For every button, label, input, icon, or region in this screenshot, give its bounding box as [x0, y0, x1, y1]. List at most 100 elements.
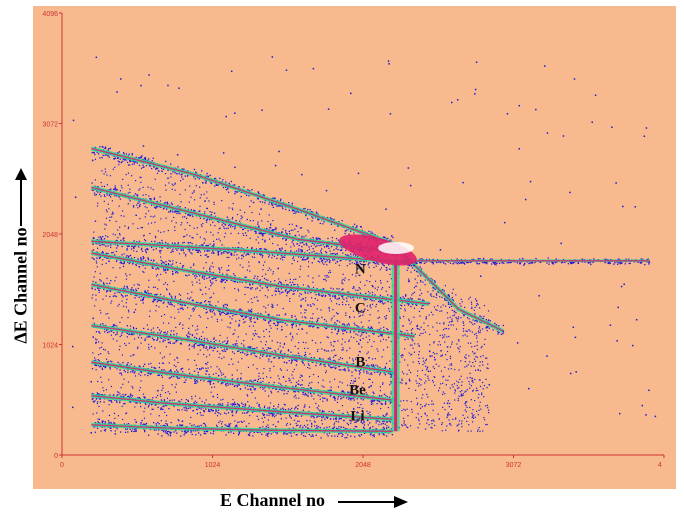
data-point: [276, 341, 279, 344]
data-point: [432, 409, 434, 411]
data-point: [282, 228, 284, 230]
data-point: [440, 306, 442, 308]
data-point: [390, 416, 392, 418]
data-point: [420, 326, 422, 328]
data-point: [268, 414, 270, 417]
y-tick-label: 4096: [42, 11, 58, 18]
data-point: [174, 229, 176, 232]
data-point: [223, 226, 225, 228]
band-point: [107, 361, 109, 363]
data-point: [318, 275, 320, 277]
data-point: [145, 165, 148, 167]
band-point: [143, 396, 145, 398]
data-point: [133, 206, 135, 208]
band-point: [209, 346, 211, 348]
outlier-point: [619, 412, 621, 415]
band-point: [246, 351, 248, 353]
outlier-point: [427, 419, 429, 421]
band-point: [189, 372, 191, 374]
data-point: [162, 385, 164, 387]
band-point: [147, 406, 150, 408]
data-point: [466, 389, 468, 391]
data-point: [189, 235, 191, 237]
band-point: [327, 358, 329, 360]
data-point: [99, 332, 101, 334]
outlier-point: [456, 99, 459, 101]
data-point: [269, 320, 271, 322]
data-point: [286, 295, 288, 297]
data-point: [309, 420, 311, 422]
data-point: [401, 353, 403, 356]
data-point: [299, 293, 301, 295]
data-point: [162, 362, 165, 364]
data-point: [475, 387, 478, 389]
data-point: [233, 401, 236, 403]
outlier-point: [575, 371, 577, 373]
data-point: [344, 277, 346, 279]
data-point: [332, 396, 334, 398]
data-point: [150, 413, 152, 415]
data-point: [309, 367, 311, 369]
outlier-point: [387, 60, 390, 62]
data-point: [140, 342, 142, 344]
data-point: [221, 357, 223, 360]
band-point: [168, 407, 170, 410]
outlier-point: [439, 249, 442, 251]
data-point: [314, 252, 316, 255]
band-point: [338, 418, 340, 420]
band-ridge: [91, 324, 393, 373]
data-point: [356, 412, 358, 414]
data-point: [438, 418, 440, 420]
band-point: [236, 384, 238, 387]
data-point: [261, 234, 263, 236]
data-point: [123, 378, 125, 380]
data-point: [269, 227, 271, 229]
outlier-point: [424, 405, 426, 407]
data-point: [467, 364, 469, 366]
outlier-point: [434, 358, 436, 361]
data-point: [458, 351, 461, 353]
data-point: [369, 386, 371, 388]
data-point: [355, 275, 357, 277]
data-point: [323, 349, 326, 351]
band-point: [175, 375, 178, 378]
data-point: [131, 385, 133, 388]
data-point: [258, 261, 260, 264]
data-point: [474, 333, 476, 336]
band-point: [384, 415, 386, 418]
data-point: [175, 365, 177, 368]
band-point: [214, 412, 216, 414]
band-point: [331, 435, 333, 437]
data-point: [134, 375, 137, 377]
band-point: [127, 362, 129, 364]
band-point: [270, 390, 272, 392]
data-point: [409, 323, 411, 325]
data-point: [203, 353, 205, 356]
data-point: [154, 286, 156, 288]
data-point: [216, 318, 218, 320]
band-point: [327, 389, 329, 392]
band-point: [297, 383, 299, 385]
band-point: [340, 426, 342, 428]
data-point: [165, 422, 167, 425]
data-point: [472, 417, 475, 419]
band-point: [202, 410, 205, 412]
outlier-point: [645, 127, 648, 129]
data-point: [169, 393, 171, 395]
data-point: [439, 322, 441, 325]
band-point: [336, 435, 339, 437]
data-point: [303, 406, 305, 408]
data-point: [204, 300, 207, 302]
data-point: [361, 309, 363, 312]
data-point: [133, 430, 135, 433]
band-point: [132, 369, 134, 372]
data-point: [110, 385, 112, 388]
data-point: [359, 310, 362, 312]
data-point: [425, 317, 427, 319]
outlier-point: [370, 385, 372, 387]
data-point: [472, 414, 474, 416]
outlier-point: [475, 300, 478, 302]
data-point: [150, 345, 153, 348]
data-point: [218, 340, 221, 342]
band-point: [323, 364, 325, 366]
